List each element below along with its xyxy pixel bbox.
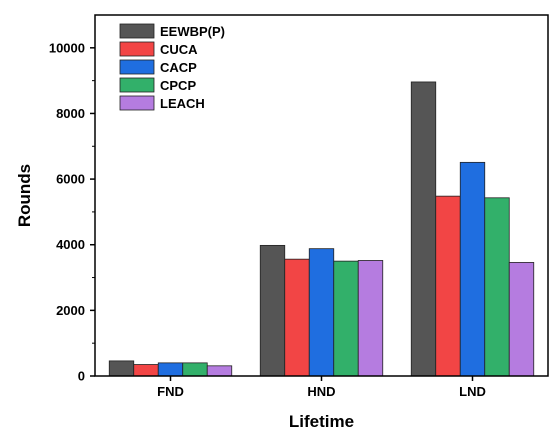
bar-cpcp-fnd (182, 362, 208, 377)
x-axis-title: Lifetime (289, 412, 354, 431)
bar-eewbpp-hnd (259, 244, 286, 377)
bar-leach-fnd (206, 365, 233, 377)
bar-cpcp-lnd (484, 197, 510, 377)
legend: EEWBP(P) CUCA CACP CPCP LEACH (119, 23, 225, 111)
legend-label: CUCA (160, 42, 198, 57)
bar-cacp-fnd (157, 362, 184, 377)
y-tick-label: 8000 (56, 106, 85, 121)
legend-swatch (119, 41, 155, 57)
legend-label: LEACH (160, 96, 205, 111)
bar-group (108, 81, 535, 377)
y-axis-ticks: 0 2000 4000 6000 8000 10000 (49, 40, 95, 384)
bar-cuca-lnd (435, 195, 461, 377)
legend-swatch (119, 95, 155, 111)
legend-label: CACP (160, 60, 197, 75)
x-tick-label: HND (307, 384, 335, 399)
plot-frame (94, 14, 549, 377)
bar-cacp-lnd (459, 161, 486, 377)
x-tick-label: LND (459, 384, 486, 399)
bar-cpcp-hnd (333, 260, 359, 377)
x-tick-label: FND (157, 384, 184, 399)
bar-eewbpp-fnd (108, 360, 135, 377)
bar-leach-lnd (508, 262, 535, 377)
y-tick-label: 4000 (56, 237, 85, 252)
legend-label: EEWBP(P) (160, 24, 225, 39)
y-axis-title: Rounds (15, 164, 34, 227)
legend-label: CPCP (160, 78, 196, 93)
legend-swatch (119, 59, 155, 75)
bar-cuca-fnd (133, 364, 159, 377)
y-tick-label: 2000 (56, 303, 85, 318)
bar-cuca-hnd (284, 258, 310, 377)
y-tick-label: 0 (78, 369, 85, 384)
bar-leach-hnd (357, 260, 384, 377)
y-tick-label: 10000 (49, 40, 85, 55)
bar-eewbpp-lnd (410, 81, 437, 377)
x-axis-ticks: FND HND LND (157, 376, 486, 399)
bar-cacp-hnd (308, 248, 335, 377)
y-tick-label: 6000 (56, 172, 85, 187)
legend-swatch (119, 77, 155, 93)
legend-swatch (119, 23, 155, 39)
